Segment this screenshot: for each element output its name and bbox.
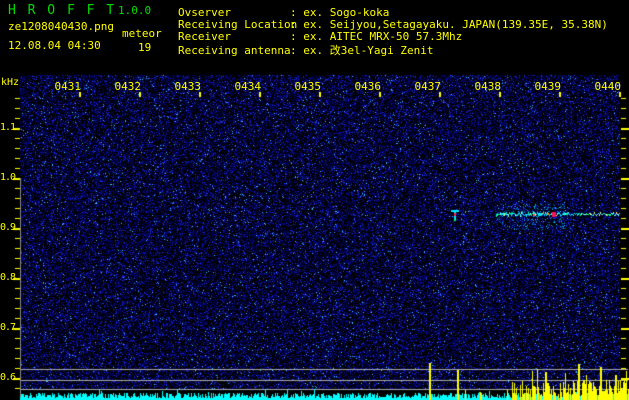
info-row-observer: Ovserver: ex. Sogo-koka: [178, 6, 390, 19]
time-tick-label-0437: 0437: [414, 80, 442, 93]
freq-tick-label-0.6: 0.6: [0, 372, 16, 383]
time-tick-label-0432: 0432: [114, 80, 142, 93]
info-value: ex. AITEC MRX-50 57.3Mhz: [303, 30, 463, 43]
observation-datetime: 12.08.04 04:30: [8, 39, 101, 52]
app-version: 1.0.0: [118, 4, 152, 17]
time-tick-label-0435: 0435: [294, 80, 322, 93]
info-value: ex. Sogo-koka: [303, 6, 390, 19]
time-tick-label-0434: 0434: [234, 80, 262, 93]
time-tick-label-0433: 0433: [174, 80, 202, 93]
info-colon: :: [290, 44, 304, 57]
freq-tick-label-0.8: 0.8: [0, 272, 16, 283]
info-colon: :: [290, 6, 304, 19]
freq-tick-label-0.7: 0.7: [0, 322, 16, 333]
info-row-location: Receiving Location: ex. Seijyou,Setagaya…: [178, 18, 608, 31]
freq-axis-unit: kHz: [1, 77, 20, 88]
info-label: Ovserver: [178, 6, 231, 19]
info-value: ex. Seijyou,Setagayaku. JAPAN(139.35E, 3…: [303, 18, 608, 31]
time-tick-label-0439: 0439: [534, 80, 562, 93]
freq-tick-label-0.9: 0.9: [0, 222, 16, 233]
time-tick-label-0436: 0436: [354, 80, 382, 93]
time-tick-label-0431: 0431: [54, 80, 82, 93]
mode-label: meteor: [122, 27, 162, 40]
info-label: Receiver: [178, 30, 231, 43]
info-colon: :: [290, 18, 304, 31]
echo-count: 19: [138, 41, 152, 54]
info-colon: :: [290, 30, 304, 43]
freq-tick-label-1.1: 1.1: [0, 122, 16, 133]
freq-tick-label-1.0: 1.0: [0, 172, 16, 183]
info-label: Receiving Location: [178, 18, 298, 31]
info-row-antenna: Receiving antenna: ex. 改3el-Yagi Zenit: [178, 42, 434, 57]
info-value: ex. 改3el-Yagi Zenit: [303, 44, 434, 57]
info-label: Receiving antenna: [178, 44, 291, 57]
time-tick-label-0438: 0438: [474, 80, 502, 93]
info-row-receiver: Receiver: ex. AITEC MRX-50 57.3Mhz: [178, 30, 463, 43]
time-tick-label-0440: 0440: [594, 80, 622, 93]
app-title: H R O F F T: [8, 3, 117, 18]
output-filename: ze1208040430.png: [8, 20, 114, 33]
